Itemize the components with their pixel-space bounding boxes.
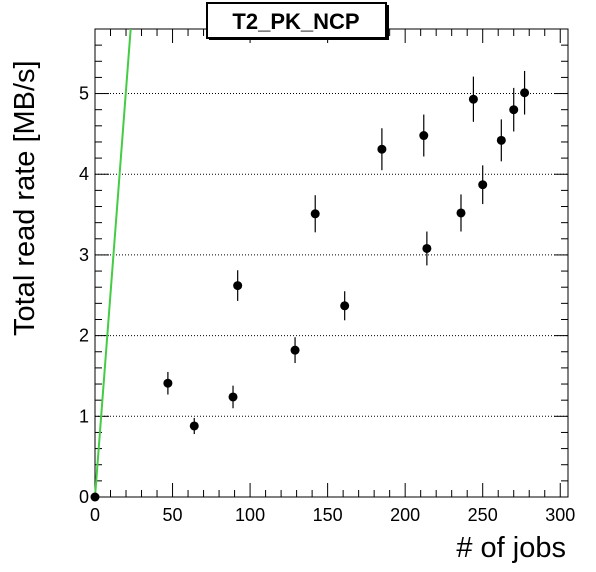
x-tick-label: 50 (163, 505, 183, 525)
data-point (163, 371, 173, 395)
data-points (90, 70, 530, 502)
x-tick-label: 0 (90, 505, 100, 525)
x-tick-label: 300 (545, 505, 575, 525)
data-point (520, 70, 530, 115)
x-axis-title: # of jobs (456, 532, 566, 564)
grid-lines (95, 93, 568, 417)
y-tick-label: 0 (79, 487, 89, 507)
point-marker (468, 94, 478, 104)
data-point (290, 337, 300, 364)
x-tick-label: 250 (468, 505, 498, 525)
point-marker (90, 492, 100, 502)
data-point (90, 492, 100, 502)
plot-frame (94, 28, 569, 498)
point-marker (509, 105, 519, 115)
data-point (456, 194, 466, 232)
point-marker (377, 144, 387, 154)
data-point (377, 128, 387, 171)
point-marker (228, 392, 238, 402)
y-tick-label: 3 (79, 245, 89, 265)
axis-ticks (94, 29, 568, 498)
point-marker (310, 209, 320, 219)
data-point (189, 417, 199, 435)
data-point (509, 87, 519, 132)
point-marker (478, 180, 488, 190)
title-box: T2_PK_NCP (206, 2, 389, 40)
y-tick-label: 4 (79, 164, 89, 184)
x-tick-label: 100 (235, 505, 265, 525)
point-marker (456, 208, 466, 218)
point-marker (422, 243, 432, 253)
chart-title: T2_PK_NCP (232, 9, 359, 34)
point-marker (163, 378, 173, 388)
data-point (496, 119, 506, 162)
y-tick-label: 2 (79, 326, 89, 346)
data-point (228, 385, 238, 409)
fit-line (94, 28, 132, 498)
y-tick-label: 5 (79, 84, 89, 104)
point-marker (340, 301, 350, 311)
data-point (422, 231, 432, 266)
x-tick-label: 200 (390, 505, 420, 525)
y-tick-label: 1 (79, 406, 89, 426)
point-marker (189, 421, 199, 431)
data-point (233, 270, 243, 301)
x-tick-labels: 0 50 100 150 200 250 300 (90, 505, 575, 525)
fit-line-segment (94, 28, 132, 498)
point-marker (233, 281, 243, 291)
data-point (468, 76, 478, 122)
y-tick-labels: 0 1 2 3 4 5 (79, 84, 89, 507)
data-point (310, 195, 320, 233)
x-tick-label: 150 (313, 505, 343, 525)
data-point (478, 165, 488, 205)
y-axis-title: Total read rate [MB/s] (9, 60, 41, 336)
data-point (419, 114, 429, 157)
point-marker (290, 345, 300, 355)
point-marker (496, 135, 506, 145)
point-marker (419, 131, 429, 141)
data-point (340, 291, 350, 321)
point-marker (520, 88, 530, 98)
